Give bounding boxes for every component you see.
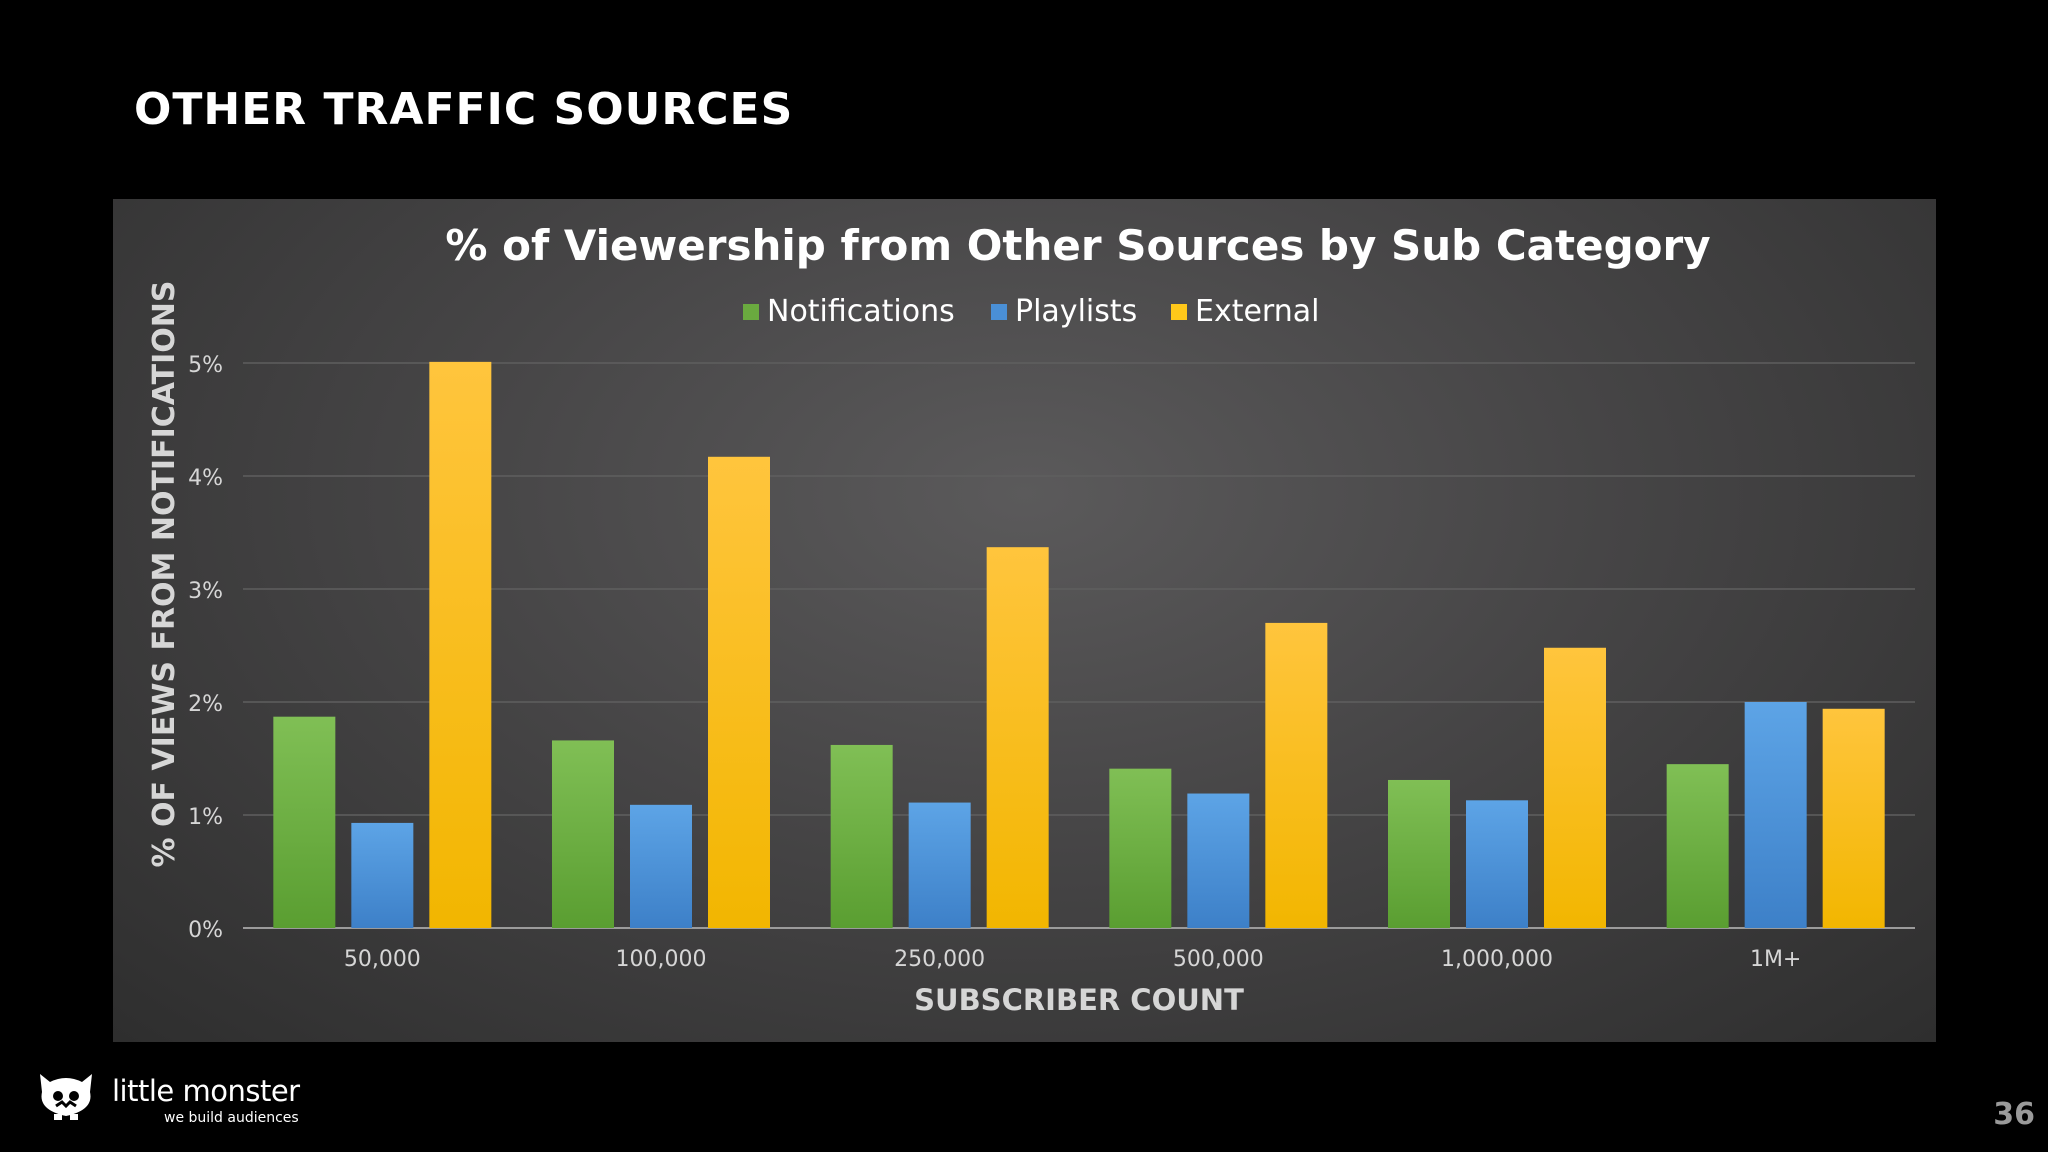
y-tick-label: 0%: [188, 918, 223, 943]
bar-external-4: [1544, 647, 1606, 928]
x-tick-label: 50,000: [344, 947, 421, 972]
bar-playlists-1: [630, 804, 692, 928]
bar-notifications-4: [1388, 779, 1450, 928]
bar-notifications-5: [1666, 764, 1729, 928]
bar-external-1: [708, 456, 770, 928]
bar-playlists-0: [351, 822, 414, 928]
brand-name: little monster: [112, 1074, 300, 1108]
bar-external-5: [1822, 708, 1885, 928]
bars: [273, 361, 1885, 928]
bar-notifications-3: [1109, 768, 1172, 928]
y-axis-ticks: 0% 1% 2% 3% 4% 5%: [188, 353, 223, 943]
x-tick-label: 1M+: [1750, 947, 1801, 972]
bar-playlists-5: [1744, 702, 1807, 928]
legend-swatch-external: [1171, 304, 1187, 320]
bar-external-2: [986, 547, 1049, 928]
bar-playlists-3: [1187, 793, 1250, 928]
y-tick-label: 1%: [188, 805, 223, 830]
gridlines: [243, 362, 1915, 929]
bar-external-0: [429, 361, 492, 928]
x-tick-label: 100,000: [616, 947, 707, 972]
bar-external-3: [1265, 622, 1328, 928]
bar-chart: % of Viewership from Other Sources by Su…: [147, 221, 1915, 1017]
chart-legend: Notifications Playlists External: [743, 294, 1319, 329]
bar-notifications-0: [273, 716, 336, 928]
monster-logo-icon: [40, 1074, 92, 1120]
x-tick-label: 500,000: [1173, 947, 1264, 972]
y-tick-label: 3%: [188, 579, 223, 604]
bar-notifications-1: [552, 740, 614, 928]
y-tick-label: 4%: [188, 466, 223, 491]
x-tick-label: 250,000: [894, 947, 985, 972]
x-tick-label: 1,000,000: [1441, 947, 1553, 972]
brand-logo: little monster we build audiences: [34, 1066, 334, 1126]
brand-tagline: we build audiences: [164, 1110, 299, 1126]
bar-playlists-4: [1466, 800, 1528, 928]
legend-swatch-playlists: [991, 304, 1007, 320]
legend-label-external: External: [1195, 294, 1319, 329]
legend-swatch-notifications: [743, 304, 759, 320]
legend-label-notifications: Notifications: [767, 294, 955, 329]
slide-title: OTHER TRAFFIC SOURCES: [134, 84, 794, 135]
y-axis-label: % OF VIEWS FROM NOTIFICATIONS: [147, 281, 182, 868]
page-number: 36: [1993, 1097, 2035, 1132]
y-tick-label: 2%: [188, 692, 223, 717]
chart-title: % of Viewership from Other Sources by Su…: [445, 221, 1710, 270]
bar-playlists-2: [908, 802, 971, 928]
bar-notifications-2: [830, 744, 893, 928]
x-axis-ticks: 50,000 100,000 250,000 500,000 1,000,000 1M+: [344, 947, 1802, 972]
y-tick-label: 5%: [188, 353, 223, 378]
chart-panel: % of Viewership from Other Sources by Su…: [113, 199, 1936, 1042]
x-axis-label: SUBSCRIBER COUNT: [914, 983, 1244, 1017]
legend-label-playlists: Playlists: [1015, 294, 1137, 329]
